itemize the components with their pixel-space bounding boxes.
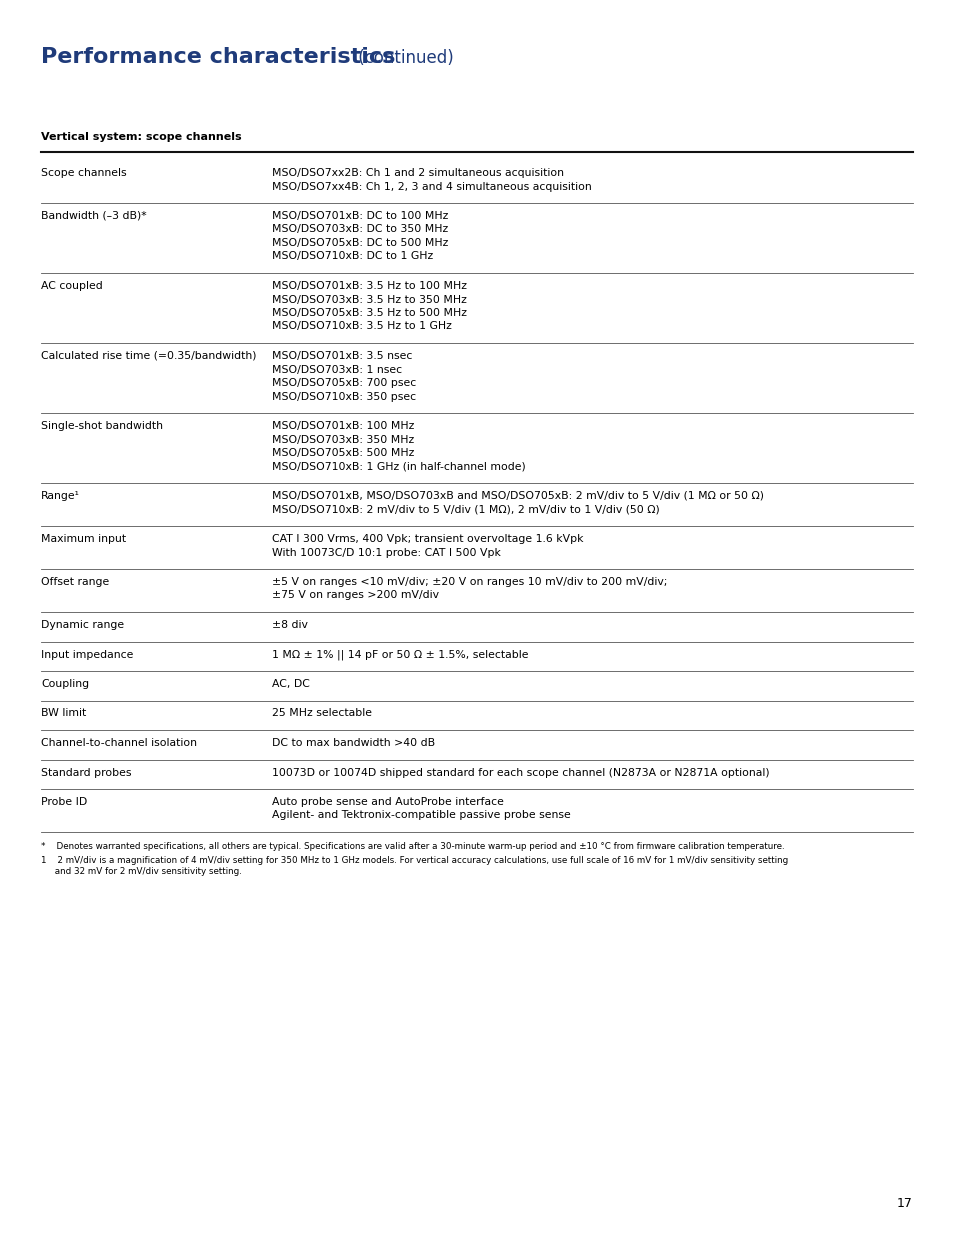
Text: MSO/DSO7xx4B: Ch 1, 2, 3 and 4 simultaneous acquisition: MSO/DSO7xx4B: Ch 1, 2, 3 and 4 simultane… xyxy=(272,182,591,191)
Text: MSO/DSO705xB: DC to 500 MHz: MSO/DSO705xB: DC to 500 MHz xyxy=(272,238,448,248)
Text: MSO/DSO701xB: 3.5 nsec: MSO/DSO701xB: 3.5 nsec xyxy=(272,351,412,361)
Text: ±8 div: ±8 div xyxy=(272,620,308,630)
Text: MSO/DSO701xB: DC to 100 MHz: MSO/DSO701xB: DC to 100 MHz xyxy=(272,211,448,221)
Text: Offset range: Offset range xyxy=(41,577,110,587)
Text: MSO/DSO705xB: 3.5 Hz to 500 MHz: MSO/DSO705xB: 3.5 Hz to 500 MHz xyxy=(272,308,467,317)
Text: Bandwidth (–3 dB)*: Bandwidth (–3 dB)* xyxy=(41,211,147,221)
Text: Agilent- and Tektronix-compatible passive probe sense: Agilent- and Tektronix-compatible passiv… xyxy=(272,810,570,820)
Text: ±5 V on ranges <10 mV/div; ±20 V on ranges 10 mV/div to 200 mV/div;: ±5 V on ranges <10 mV/div; ±20 V on rang… xyxy=(272,577,667,587)
Text: MSO/DSO703xB: 3.5 Hz to 350 MHz: MSO/DSO703xB: 3.5 Hz to 350 MHz xyxy=(272,294,466,305)
Text: 25 MHz selectable: 25 MHz selectable xyxy=(272,709,372,719)
Text: MSO/DSO710xB: DC to 1 GHz: MSO/DSO710xB: DC to 1 GHz xyxy=(272,252,433,262)
Text: Channel-to-channel isolation: Channel-to-channel isolation xyxy=(41,739,196,748)
Text: MSO/DSO701xB, MSO/DSO703xB and MSO/DSO705xB: 2 mV/div to 5 V/div (1 MΩ or 50 Ω): MSO/DSO701xB, MSO/DSO703xB and MSO/DSO70… xyxy=(272,492,763,501)
Text: Input impedance: Input impedance xyxy=(41,650,133,659)
Text: AC, DC: AC, DC xyxy=(272,679,310,689)
Text: Range¹: Range¹ xyxy=(41,492,80,501)
Text: 17: 17 xyxy=(896,1197,912,1210)
Text: DC to max bandwidth >40 dB: DC to max bandwidth >40 dB xyxy=(272,739,435,748)
Text: Auto probe sense and AutoProbe interface: Auto probe sense and AutoProbe interface xyxy=(272,797,503,806)
Text: MSO/DSO703xB: 1 nsec: MSO/DSO703xB: 1 nsec xyxy=(272,364,402,374)
Text: 10073D or 10074D shipped standard for each scope channel (N2873A or N2871A optio: 10073D or 10074D shipped standard for ea… xyxy=(272,767,769,778)
Text: MSO/DSO703xB: DC to 350 MHz: MSO/DSO703xB: DC to 350 MHz xyxy=(272,225,448,235)
Text: *    Denotes warranted specifications, all others are typical. Specifications ar: * Denotes warranted specifications, all … xyxy=(41,842,783,851)
Text: Dynamic range: Dynamic range xyxy=(41,620,124,630)
Text: Single-shot bandwidth: Single-shot bandwidth xyxy=(41,421,163,431)
Text: Maximum input: Maximum input xyxy=(41,534,126,543)
Text: MSO/DSO710xB: 2 mV/div to 5 V/div (1 MΩ), 2 mV/div to 1 V/div (50 Ω): MSO/DSO710xB: 2 mV/div to 5 V/div (1 MΩ)… xyxy=(272,505,659,515)
Text: MSO/DSO705xB: 500 MHz: MSO/DSO705xB: 500 MHz xyxy=(272,448,414,458)
Text: Coupling: Coupling xyxy=(41,679,89,689)
Text: Scope channels: Scope channels xyxy=(41,168,127,178)
Text: With 10073C/D 10:1 probe: CAT I 500 Vpk: With 10073C/D 10:1 probe: CAT I 500 Vpk xyxy=(272,547,500,557)
Text: MSO/DSO7xx2B: Ch 1 and 2 simultaneous acquisition: MSO/DSO7xx2B: Ch 1 and 2 simultaneous ac… xyxy=(272,168,563,178)
Text: BW limit: BW limit xyxy=(41,709,86,719)
Text: 1    2 mV/div is a magnification of 4 mV/div setting for 350 MHz to 1 GHz models: 1 2 mV/div is a magnification of 4 mV/di… xyxy=(41,856,787,864)
Text: and 32 mV for 2 mV/div sensitivity setting.: and 32 mV for 2 mV/div sensitivity setti… xyxy=(41,867,242,876)
Text: Calculated rise time (=0.35/bandwidth): Calculated rise time (=0.35/bandwidth) xyxy=(41,351,256,361)
Text: MSO/DSO701xB: 100 MHz: MSO/DSO701xB: 100 MHz xyxy=(272,421,414,431)
Text: MSO/DSO710xB: 1 GHz (in half-channel mode): MSO/DSO710xB: 1 GHz (in half-channel mod… xyxy=(272,462,525,472)
Text: Performance characteristics: Performance characteristics xyxy=(41,47,395,67)
Text: MSO/DSO701xB: 3.5 Hz to 100 MHz: MSO/DSO701xB: 3.5 Hz to 100 MHz xyxy=(272,282,467,291)
Text: MSO/DSO710xB: 3.5 Hz to 1 GHz: MSO/DSO710xB: 3.5 Hz to 1 GHz xyxy=(272,321,452,331)
Text: Probe ID: Probe ID xyxy=(41,797,87,806)
Text: CAT I 300 Vrms, 400 Vpk; transient overvoltage 1.6 kVpk: CAT I 300 Vrms, 400 Vpk; transient overv… xyxy=(272,534,583,543)
Text: Vertical system: scope channels: Vertical system: scope channels xyxy=(41,132,241,142)
Text: MSO/DSO710xB: 350 psec: MSO/DSO710xB: 350 psec xyxy=(272,391,416,401)
Text: 1 MΩ ± 1% || 14 pF or 50 Ω ± 1.5%, selectable: 1 MΩ ± 1% || 14 pF or 50 Ω ± 1.5%, selec… xyxy=(272,650,528,659)
Text: MSO/DSO705xB: 700 psec: MSO/DSO705xB: 700 psec xyxy=(272,378,416,388)
Text: MSO/DSO703xB: 350 MHz: MSO/DSO703xB: 350 MHz xyxy=(272,435,414,445)
Text: AC coupled: AC coupled xyxy=(41,282,103,291)
Text: (continued): (continued) xyxy=(353,49,454,67)
Text: ±75 V on ranges >200 mV/div: ±75 V on ranges >200 mV/div xyxy=(272,590,438,600)
Text: Standard probes: Standard probes xyxy=(41,767,132,778)
